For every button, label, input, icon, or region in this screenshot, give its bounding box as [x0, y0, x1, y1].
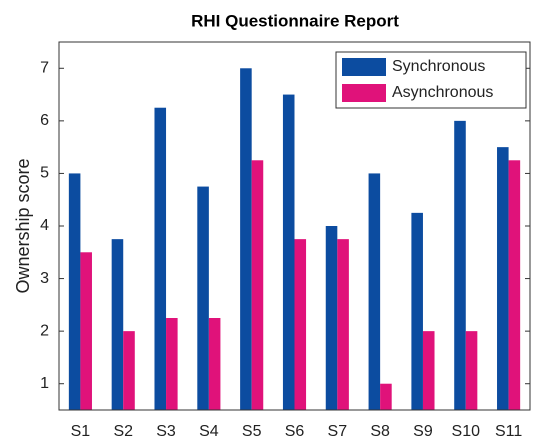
bar: [368, 173, 381, 410]
legend-swatch: [342, 58, 386, 76]
bar: [154, 107, 167, 410]
x-tick-label: S9: [413, 423, 433, 440]
x-tick-label: S8: [370, 423, 390, 440]
bar: [251, 160, 264, 410]
legend-swatch: [342, 84, 386, 102]
x-tick-label: S5: [242, 423, 262, 440]
bar: [454, 120, 466, 410]
axes-box: [58, 41, 531, 411]
x-tick-label: S11: [495, 423, 522, 440]
bar: [325, 226, 338, 410]
chart-title: RHI Questionnaire Report: [191, 11, 399, 30]
bar: [80, 252, 92, 410]
y-tick-label: 3: [40, 270, 49, 287]
bar: [197, 186, 209, 410]
bar: [240, 68, 252, 411]
y-tick-label: 1: [40, 375, 49, 392]
bar: [411, 212, 423, 410]
x-tick-label: S6: [285, 423, 305, 440]
bar: [282, 94, 295, 411]
bar: [497, 147, 509, 410]
y-tick-label: 6: [40, 112, 49, 129]
bar: [380, 383, 392, 410]
bar: [166, 318, 178, 410]
bar: [111, 239, 124, 410]
y-axis-label: Ownership score: [13, 158, 33, 293]
bar: [508, 160, 521, 410]
x-tick-label: S7: [328, 423, 348, 440]
bar: [465, 331, 478, 410]
bar: [123, 331, 135, 410]
y-tick-label: 2: [40, 322, 49, 339]
bar: [208, 318, 221, 410]
x-tick-label: S10: [452, 423, 481, 440]
y-tick-label: 5: [40, 165, 49, 182]
legend-label: Asynchronous: [392, 84, 493, 101]
x-tick-label: S1: [71, 423, 91, 440]
bar: [294, 239, 307, 410]
bar: [68, 173, 81, 410]
x-tick-label: S2: [113, 423, 133, 440]
y-tick-label: 4: [40, 217, 49, 234]
x-tick-label: S3: [156, 423, 176, 440]
bar: [422, 331, 435, 410]
x-tick-label: S4: [199, 423, 219, 440]
y-tick-label: 7: [40, 60, 49, 77]
bar: [337, 239, 349, 410]
legend-label: Synchronous: [392, 58, 485, 75]
